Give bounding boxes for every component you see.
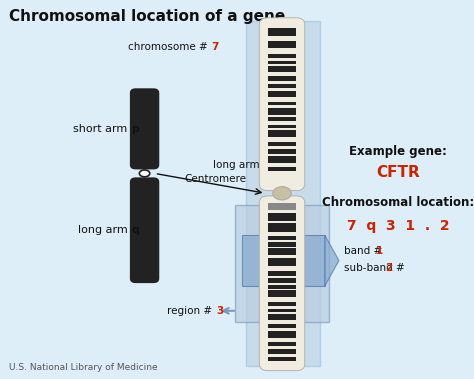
Bar: [268, 203, 296, 210]
Bar: [268, 125, 296, 128]
Bar: [268, 102, 296, 105]
Bar: [268, 223, 296, 232]
Text: q: q: [264, 160, 271, 170]
Text: p: p: [131, 124, 139, 134]
Bar: [268, 324, 296, 328]
Text: long arm: long arm: [213, 160, 263, 170]
Bar: [268, 117, 296, 121]
Bar: [235, 205, 329, 322]
Bar: [268, 41, 296, 48]
Text: chromosome #: chromosome #: [128, 42, 211, 52]
Bar: [242, 235, 325, 286]
Bar: [268, 54, 296, 58]
Bar: [268, 142, 296, 146]
Bar: [268, 91, 296, 97]
Bar: [268, 357, 296, 361]
Bar: [268, 315, 296, 320]
Bar: [268, 342, 296, 346]
Bar: [268, 61, 296, 64]
FancyBboxPatch shape: [259, 196, 305, 371]
Bar: [268, 167, 296, 171]
Text: 7  q  3  1  .  2: 7 q 3 1 . 2: [347, 219, 449, 232]
Bar: [268, 213, 296, 221]
Bar: [268, 349, 296, 354]
Text: Example gene:: Example gene:: [349, 145, 447, 158]
Text: CFTR: CFTR: [376, 165, 420, 180]
Bar: [268, 248, 296, 255]
Text: band #: band #: [344, 246, 385, 256]
Bar: [268, 290, 296, 297]
Bar: [268, 236, 296, 240]
Text: long arm: long arm: [78, 225, 131, 235]
Bar: [268, 66, 296, 72]
Bar: [268, 76, 296, 81]
Bar: [268, 149, 296, 154]
Bar: [268, 331, 296, 338]
Bar: [268, 285, 296, 289]
Ellipse shape: [273, 187, 291, 200]
Text: Chromosomal location of a gene: Chromosomal location of a gene: [9, 9, 286, 25]
Bar: [268, 302, 296, 306]
Bar: [268, 156, 296, 163]
Bar: [246, 21, 320, 366]
Text: Chromosomal location:: Chromosomal location:: [322, 196, 474, 209]
Text: region #: region #: [167, 306, 216, 316]
Text: sub-band #: sub-band #: [344, 263, 408, 273]
Bar: [268, 258, 296, 266]
Text: 3: 3: [216, 306, 223, 316]
Bar: [268, 108, 296, 115]
Text: short arm: short arm: [73, 124, 131, 134]
Text: q: q: [131, 225, 139, 235]
Text: 7: 7: [211, 42, 219, 52]
Text: Centromere: Centromere: [185, 174, 246, 184]
FancyBboxPatch shape: [259, 18, 305, 191]
Bar: [268, 130, 296, 137]
Text: 1: 1: [376, 246, 383, 256]
Bar: [268, 28, 296, 36]
Polygon shape: [325, 235, 339, 286]
FancyBboxPatch shape: [130, 177, 159, 283]
Ellipse shape: [139, 170, 150, 177]
Bar: [268, 271, 296, 276]
Bar: [268, 309, 296, 312]
Bar: [268, 242, 296, 247]
Text: 2: 2: [385, 263, 392, 273]
Bar: [268, 84, 296, 88]
Text: U.S. National Library of Medicine: U.S. National Library of Medicine: [9, 363, 158, 372]
Bar: [268, 278, 296, 283]
FancyBboxPatch shape: [130, 88, 159, 169]
